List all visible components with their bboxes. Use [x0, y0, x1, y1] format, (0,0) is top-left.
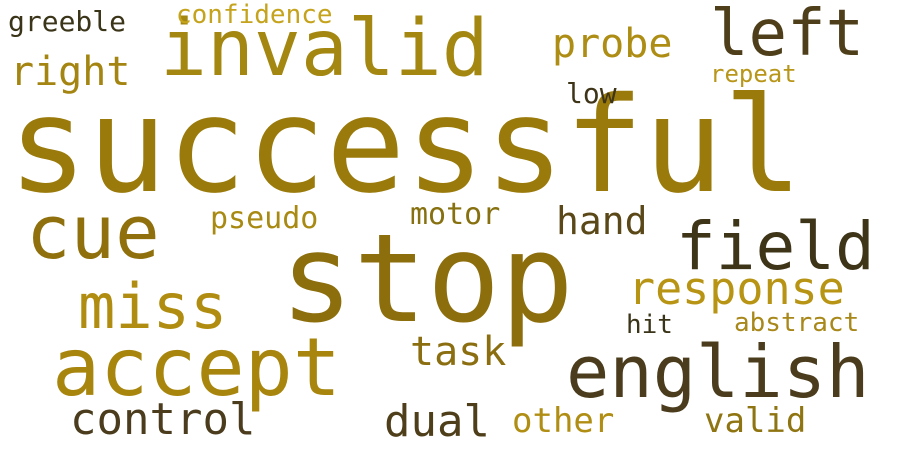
word-control: control [70, 394, 256, 445]
word-successful: successful [8, 69, 803, 223]
word-dual: dual [384, 396, 490, 447]
word-left: left [710, 0, 865, 71]
word-greeble: greeble [8, 5, 127, 38]
word-confidence: confidence [176, 0, 333, 30]
word-english: english [566, 330, 870, 414]
word-right: right [10, 49, 131, 95]
word-accept: accept [52, 321, 341, 414]
word-cue: cue [26, 190, 160, 276]
word-hit: hit [626, 310, 673, 340]
word-abstract: abstract [734, 308, 860, 338]
word-response: response [628, 262, 845, 315]
word-repeat: repeat [710, 60, 797, 88]
word-low: low [566, 77, 617, 110]
word-invalid: invalid [160, 4, 489, 94]
word-other: other [512, 401, 615, 441]
word-pseudo: pseudo [210, 201, 319, 236]
word-motor: motor [410, 197, 501, 232]
word-probe: probe [552, 21, 673, 67]
word-task: task [410, 329, 507, 375]
word-field: field [676, 208, 875, 285]
word-stop: stop [280, 208, 574, 350]
word-valid: valid [704, 401, 807, 441]
word-hand: hand [556, 199, 648, 243]
word-miss: miss [78, 270, 228, 343]
